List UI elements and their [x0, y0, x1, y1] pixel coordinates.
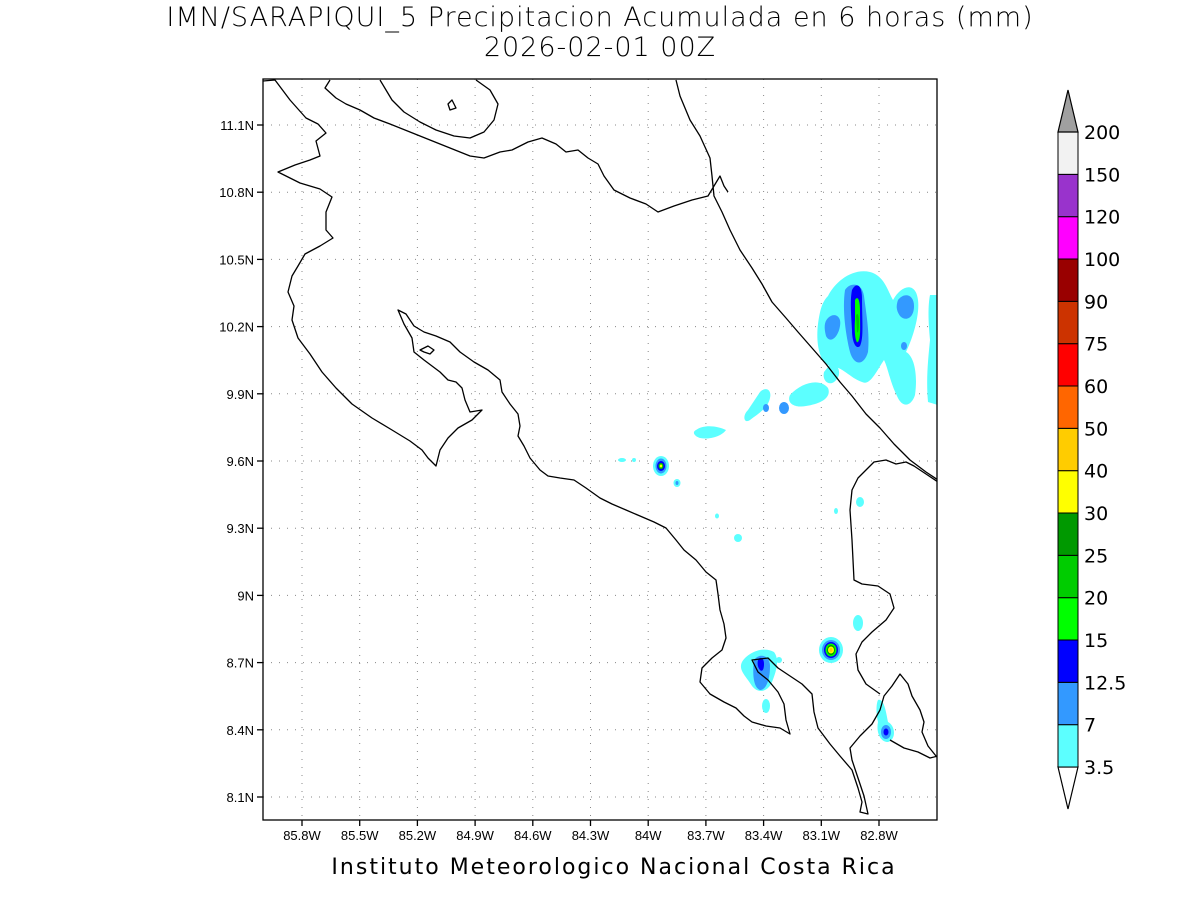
map-date: 2026-02-01 00Z [483, 32, 717, 63]
lat-label: 10.5N [219, 252, 254, 267]
map-title: IMN/SARAPIQUI_5 Precipitacion Acumulada … [166, 2, 1034, 33]
lat-label: 9.6N [227, 454, 254, 469]
lake-island [447, 99, 457, 111]
precip-cell-southeast-coast [876, 699, 894, 742]
colorbar-swatch [1057, 258, 1079, 302]
lat-label: 8.4N [227, 723, 254, 738]
precip-cell-northeast-band [693, 271, 937, 439]
colorbar-swatch [1057, 173, 1079, 218]
colorbar-swatch [1057, 681, 1079, 726]
colorbar-swatch [1057, 724, 1079, 768]
colorbar-swatch [1057, 385, 1079, 429]
coastline-layer [263, 79, 937, 815]
lat-label: 8.1N [227, 790, 254, 805]
precip-cell-central [618, 456, 864, 542]
colorbar-swatch [1057, 554, 1079, 599]
colorbar-label: 7 [1084, 715, 1096, 737]
lon-label: 84.9W [456, 828, 494, 843]
colorbar-label: 200 [1084, 122, 1120, 144]
footer-credit: Instituto Meteorologico Nacional Costa R… [331, 855, 897, 880]
lon-label: 83.7W [687, 828, 725, 843]
lat-label: 10.8N [219, 185, 254, 200]
lon-label: 84.3W [572, 828, 610, 843]
colorbar-label: 25 [1084, 545, 1108, 567]
colorbar-label: 12.5 [1084, 672, 1126, 694]
colorbar-swatch [1057, 216, 1079, 260]
lon-label: 85.5W [341, 828, 379, 843]
colorbar-swatch [1057, 343, 1079, 387]
colorbar-label: 60 [1084, 376, 1108, 398]
plot-frame [262, 78, 938, 821]
lon-label: 83.1W [803, 828, 841, 843]
colorbar-swatch [1057, 131, 1079, 175]
lat-label: 11.1N [220, 118, 254, 133]
panama-coastline [889, 739, 937, 759]
colorbar-label: 40 [1084, 461, 1108, 483]
lon-label: 84W [635, 828, 662, 843]
colorbar-under-triangle [1057, 766, 1079, 810]
caribbean-coastline [675, 79, 937, 481]
lat-label: 8.7N [227, 656, 254, 671]
colorbar-label: 50 [1084, 418, 1108, 440]
lat-label: 9.9N [227, 387, 254, 402]
colorbar-swatch [1057, 639, 1079, 683]
colorbar-swatch [1057, 597, 1079, 641]
lon-label: 85.8W [283, 828, 321, 843]
lon-label: 84.6W [514, 828, 552, 843]
lon-label: 85.2W [399, 828, 437, 843]
colorbar-over-triangle [1057, 89, 1079, 133]
colorbar-swatch [1057, 427, 1079, 472]
gulf-of-nicoya-island [419, 345, 435, 355]
lake-nicaragua-north [379, 79, 499, 139]
colorbar-swatch [1057, 470, 1079, 514]
lat-label: 10.2N [219, 320, 254, 335]
panama-border [849, 459, 937, 695]
grid-lines [263, 79, 937, 820]
colorbar-label: 30 [1084, 503, 1108, 525]
colorbar-label: 150 [1084, 164, 1120, 186]
lon-label: 82.8W [860, 828, 898, 843]
colorbar: 3.5 7 12.5 15 20 25 30 40 50 60 75 90 100 120 150 200 [1057, 89, 1126, 810]
colorbar-label: 3.5 [1084, 757, 1114, 779]
colorbar-label: 90 [1084, 291, 1108, 313]
colorbar-label: 100 [1084, 249, 1120, 271]
lon-label: 83.4W [745, 828, 783, 843]
latitude-labels: 11.1N 10.8N 10.5N 10.2N 9.9N 9.6N 9.3N 9N 8.7N 8.… [219, 118, 263, 805]
colorbar-label: 20 [1084, 588, 1108, 610]
precipitation-layer [618, 271, 937, 742]
nicaragua-lake-shore [324, 79, 729, 213]
lat-label: 9.3N [227, 521, 254, 536]
colorbar-label: 15 [1084, 630, 1108, 652]
longitude-labels: 85.8W 85.5W 85.2W 84.9W 84.6W 84.3W 84W 83.7W 83… [283, 820, 899, 843]
colorbar-label: 120 [1084, 207, 1120, 229]
colorbar-swatch [1057, 300, 1079, 345]
lat-label: 9N [237, 588, 254, 603]
colorbar-label: 75 [1084, 334, 1108, 356]
pacific-coastline [263, 79, 937, 815]
colorbar-swatch [1057, 512, 1079, 556]
precip-cell-southeast [819, 615, 863, 663]
